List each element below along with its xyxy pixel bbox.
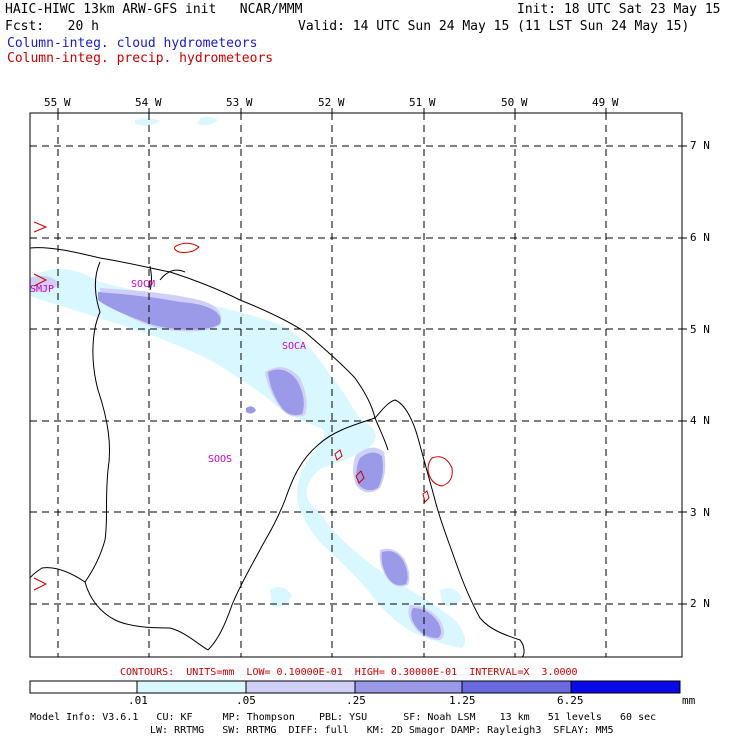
model-info-line-2: LW: RRTMG SW: RRTMG DIFF: full KM: 2D Sm… [150, 725, 614, 736]
lon-label-54w: 54 W [135, 96, 162, 109]
map-frame [29, 112, 683, 658]
precip-field-label: Column-integ. precip. hydrometeors [7, 51, 274, 66]
cloud-field-label: Column-integ. cloud hydrometeors [7, 36, 258, 51]
colorbar-bin-5 [570, 680, 681, 694]
colorbar-bin-1 [136, 680, 247, 694]
colorbar-bin-3 [354, 680, 463, 694]
lon-label-52w: 52 W [318, 96, 345, 109]
station-smjp: SMJP [30, 284, 55, 295]
contours-info: CONTOURS: UNITS=mm LOW= 0.10000E-01 HIGH… [120, 667, 578, 678]
colorbar-units: mm [682, 694, 696, 707]
precip-contours [33, 221, 453, 591]
colorbar-tick-2: .25 [346, 694, 366, 707]
lon-label-50w: 50 W [501, 96, 528, 109]
forecast-hour: Fcst: 20 h [5, 19, 99, 34]
lat-label-5n: 5 N [690, 323, 710, 336]
colorbar [29, 680, 681, 694]
colorbar-tick-0: .01 [128, 694, 148, 707]
lon-label-55w: 55 W [44, 96, 71, 109]
lat-label-2n: 2 N [690, 597, 710, 610]
colorbar-bin-4 [461, 680, 572, 694]
station-soos: SOOS [208, 454, 233, 465]
colorbar-tick-1: .05 [236, 694, 256, 707]
colorbar-tick-4: 6.25 [557, 694, 584, 707]
station-soca: SOCA [282, 341, 307, 352]
lon-label-53w: 53 W [226, 96, 253, 109]
frame-ticks [57, 108, 687, 605]
cloud-fill-light [30, 116, 466, 648]
valid-time: Valid: 14 UTC Sun 24 May 15 (11 LST Sun … [298, 19, 690, 34]
lon-label-51w: 51 W [409, 96, 436, 109]
init-time: Init: 18 UTC Sat 23 May 15 [517, 2, 721, 17]
colorbar-bin-0 [29, 680, 138, 694]
lon-label-49w: 49 W [592, 96, 619, 109]
graticule [30, 113, 682, 657]
run-title: HAIC-HIWC 13km ARW-GFS init NCAR/MMM [5, 2, 303, 17]
lat-label-4n: 4 N [690, 414, 710, 427]
lat-label-3n: 3 N [690, 506, 710, 519]
colorbar-tick-3: 1.25 [449, 694, 476, 707]
model-info-line-1: Model Info: V3.6.1 CU: KF MP: Thompson P… [30, 712, 657, 723]
colorbar-bin-2 [245, 680, 356, 694]
cloud-fill-strong [98, 292, 441, 638]
lat-label-6n: 6 N [690, 231, 710, 244]
station-socm: SOCM [131, 279, 156, 290]
lat-label-7n: 7 N [690, 139, 710, 152]
coastline [29, 247, 525, 658]
